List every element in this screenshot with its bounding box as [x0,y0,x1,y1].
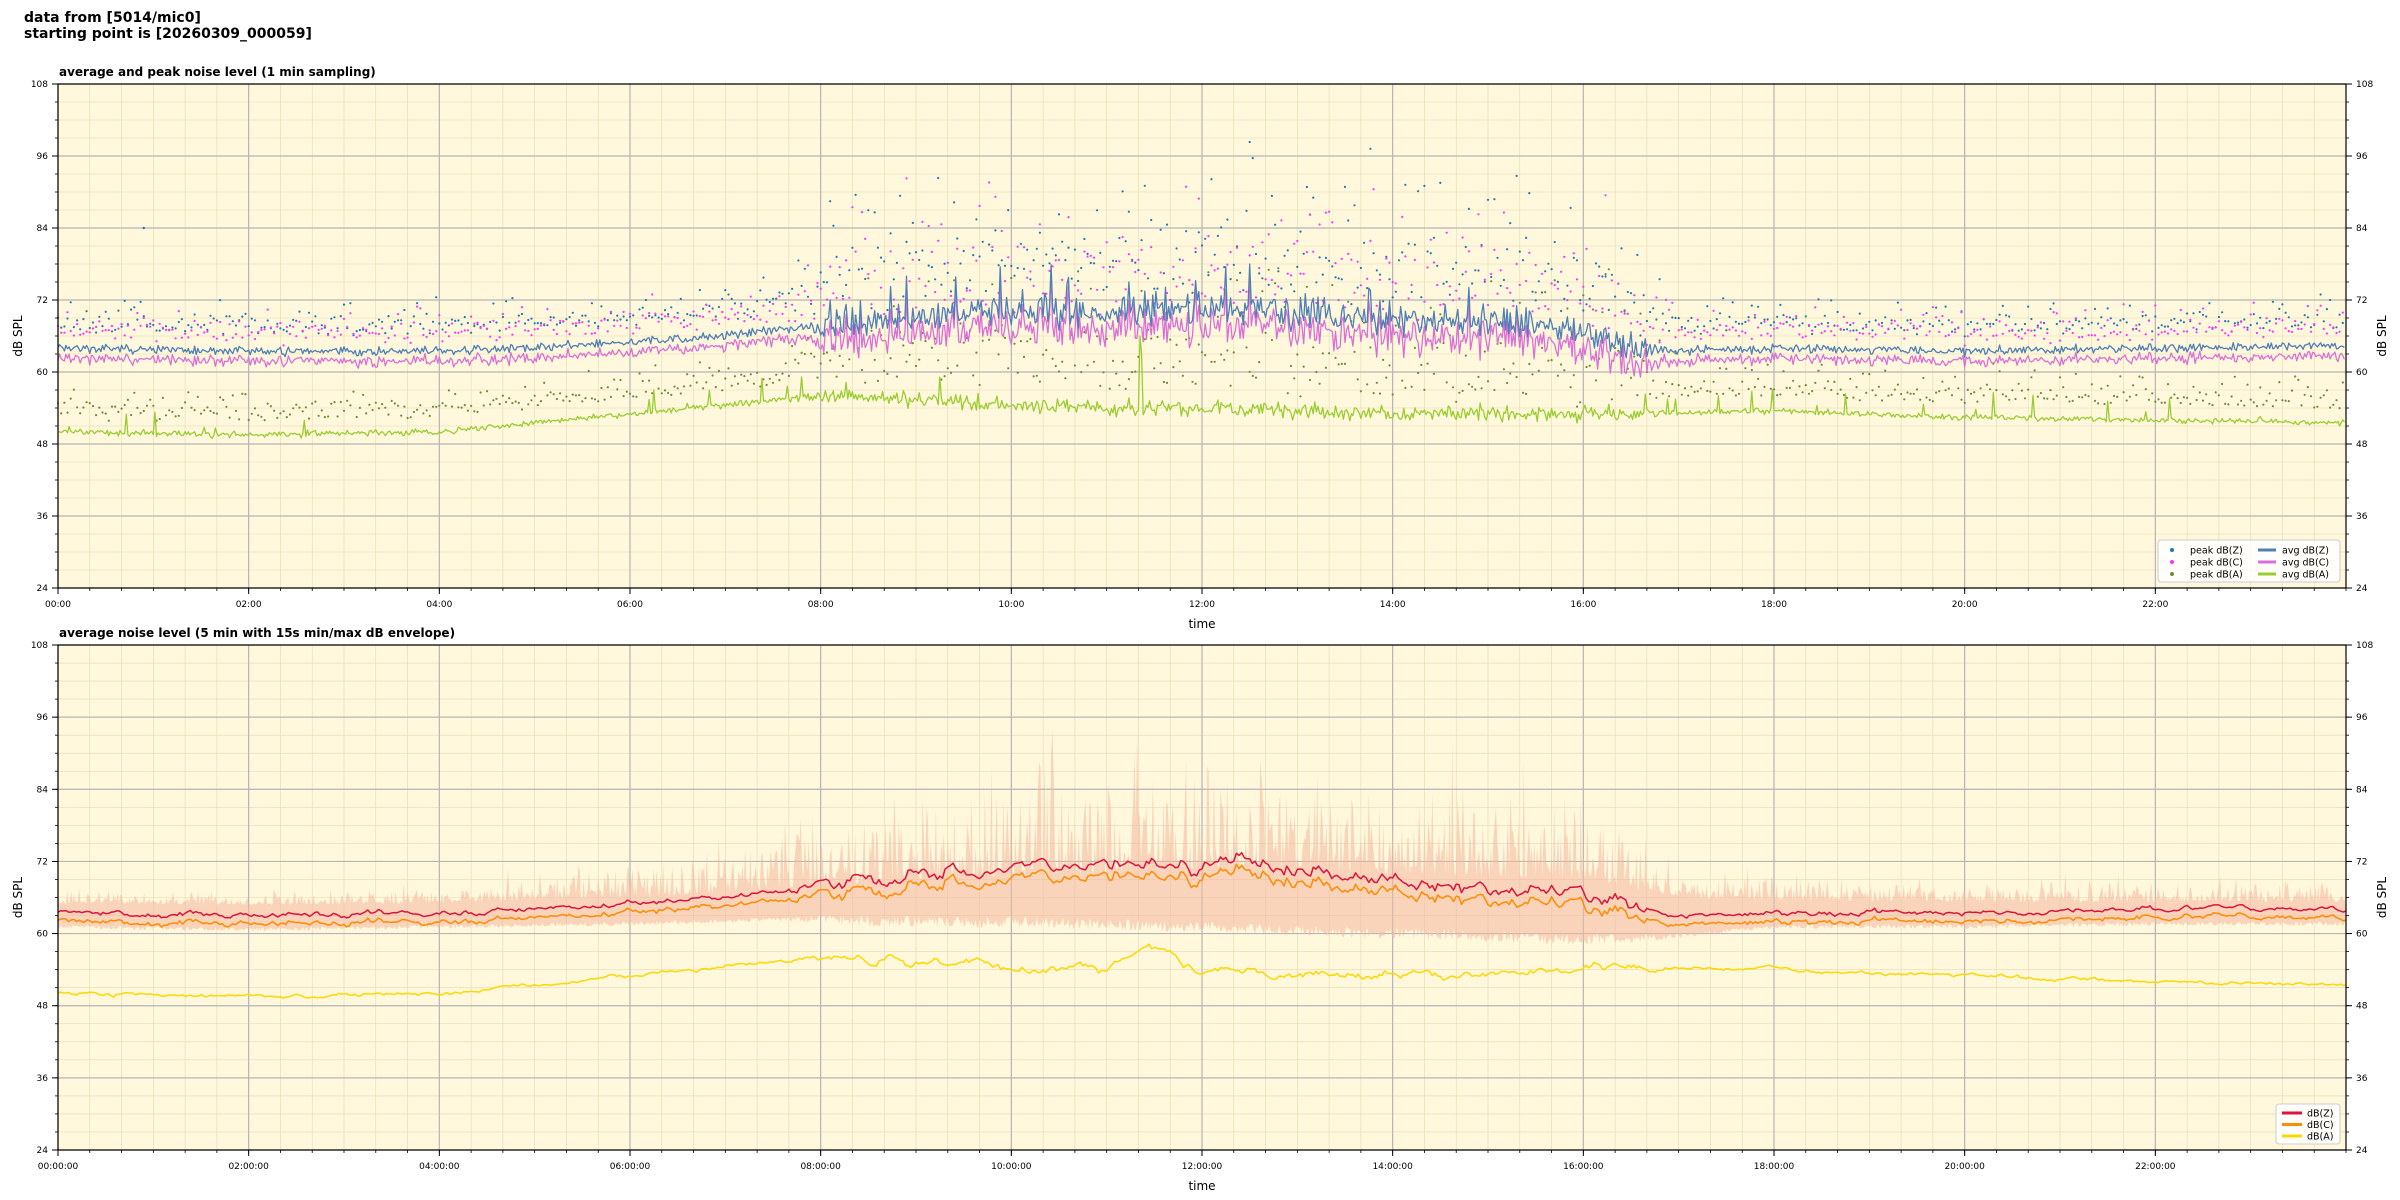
x-tick-label: 08:00 [808,600,834,610]
legend-label: avg dB(A) [2282,570,2329,581]
x-tick-label: 18:00:00 [1754,1162,1795,1172]
legend-box [2157,539,2341,583]
peak-dba-points [56,267,2344,422]
y-tick-label-left: 48 [37,440,49,450]
legend-label: dB(C) [2307,1120,2334,1131]
y-tick-label-right: 72 [2356,296,2367,306]
avg-dbc-line [57,272,2345,378]
legend-label: avg dB(C) [2282,558,2329,569]
y-tick-label-right: 24 [2356,584,2368,594]
x-tick-label: 22:00 [2142,600,2168,610]
y-tick-label-left: 60 [37,368,49,378]
x-tick-label: 20:00 [1952,600,1978,610]
x-tick-label: 06:00 [617,600,643,610]
y-tick-label-right: 48 [2356,440,2368,450]
legend-label: dB(Z) [2307,1109,2333,1120]
dba-line [57,943,2347,999]
header-source: data from [5014/mic0] [24,10,201,26]
y-tick-label-left: 96 [37,152,49,162]
legend-label: peak dB(C) [2190,558,2243,569]
x-tick-label: 22:00:00 [2135,1162,2176,1172]
x-tick-label: 10:00:00 [991,1162,1032,1172]
y-tick-label-left: 108 [31,641,48,651]
y-tick-label-right: 84 [2356,224,2368,234]
y-axis-label-left: dB SPL [11,315,25,357]
x-tick-label: 02:00:00 [228,1162,269,1172]
x-axis-label: time [1188,1179,1215,1193]
y-axis-label-right: dB SPL [2375,315,2389,357]
x-tick-label: 14:00:00 [1372,1162,1413,1172]
y-tick-label-right: 96 [2356,713,2368,723]
y-tick-label-left: 108 [31,80,48,90]
x-tick-label: 04:00:00 [419,1162,460,1172]
y-tick-label-right: 108 [2356,80,2373,90]
x-tick-label: 04:00 [426,600,452,610]
dbc-line [57,863,2347,928]
y-tick-label-left: 48 [37,1002,49,1012]
x-tick-label: 08:00:00 [800,1162,841,1172]
y-tick-label-left: 60 [37,930,49,940]
x-tick-label: 02:00 [236,600,262,610]
y-tick-label-left: 36 [37,1074,49,1084]
avg-dba-line [57,335,2345,439]
y-tick-label-left: 72 [37,296,48,306]
chart-top: 24 24 36 36 48 48 60 60 72 72 84 84 96 96 108 108 00:00 0… [11,65,2389,631]
legend-label: avg dB(Z) [2282,546,2329,557]
x-tick-label: 16:00:00 [1563,1162,1604,1172]
y-tick-label-left: 72 [37,857,48,867]
x-tick-label: 18:00 [1761,600,1787,610]
chart-bottom: 24 24 36 36 48 48 60 60 72 72 84 84 96 96 108 108 00:00:… [11,626,2389,1193]
x-tick-label: 16:00 [1570,600,1596,610]
legend-label: dB(A) [2307,1132,2333,1143]
y-tick-label-right: 84 [2356,785,2368,795]
y-tick-label-left: 84 [37,224,49,234]
peak-outlier [142,226,145,230]
peak-dbc-points [56,177,2344,347]
dbz-line [57,851,2347,919]
x-axis-label: time [1188,617,1215,631]
x-tick-label: 12:00:00 [1182,1162,1223,1172]
y-tick-label-right: 36 [2356,512,2368,522]
x-tick-label: 12:00 [1189,600,1215,610]
legend: peak dB(Z)peak dB(C)peak dB(A)avg dB(Z)a… [2157,539,2341,583]
y-axis-label-right: dB SPL [2375,877,2389,919]
x-tick-label: 10:00 [998,600,1024,610]
y-tick-label-right: 96 [2356,152,2368,162]
legend: dB(Z)dB(C)dB(A) [2275,1103,2341,1145]
y-tick-label-left: 96 [37,713,49,723]
x-tick-label: 06:00:00 [610,1162,651,1172]
chart-title: average noise level (5 min with 15s min/… [59,626,455,640]
y-tick-label-left: 24 [37,1146,49,1156]
x-tick-label: 00:00 [45,600,71,610]
y-tick-label-left: 24 [37,584,49,594]
y-tick-label-right: 72 [2356,857,2367,867]
x-tick-label: 00:00:00 [38,1162,79,1172]
y-tick-label-right: 60 [2356,368,2368,378]
legend-marker [2170,548,2174,552]
legend-label: peak dB(A) [2190,570,2243,581]
y-tick-label-right: 24 [2356,1146,2368,1156]
chart-title: average and peak noise level (1 min samp… [59,65,376,79]
y-axis-label-left: dB SPL [11,877,25,919]
legend-label: peak dB(Z) [2190,546,2243,557]
y-tick-label-left: 36 [37,512,49,522]
envelope-area [58,729,2346,945]
y-tick-label-right: 48 [2356,1002,2368,1012]
y-tick-label-right: 108 [2356,641,2373,651]
y-tick-label-left: 84 [37,785,49,795]
legend-marker [2170,560,2174,564]
x-tick-label: 20:00:00 [1944,1162,1985,1172]
header-start: starting point is [20260309_000059] [24,26,312,42]
x-tick-label: 14:00 [1380,600,1406,610]
avg-dbz-line [57,263,2345,359]
legend-marker [2170,572,2174,576]
y-tick-label-right: 60 [2356,930,2368,940]
y-tick-label-right: 36 [2356,1074,2368,1084]
